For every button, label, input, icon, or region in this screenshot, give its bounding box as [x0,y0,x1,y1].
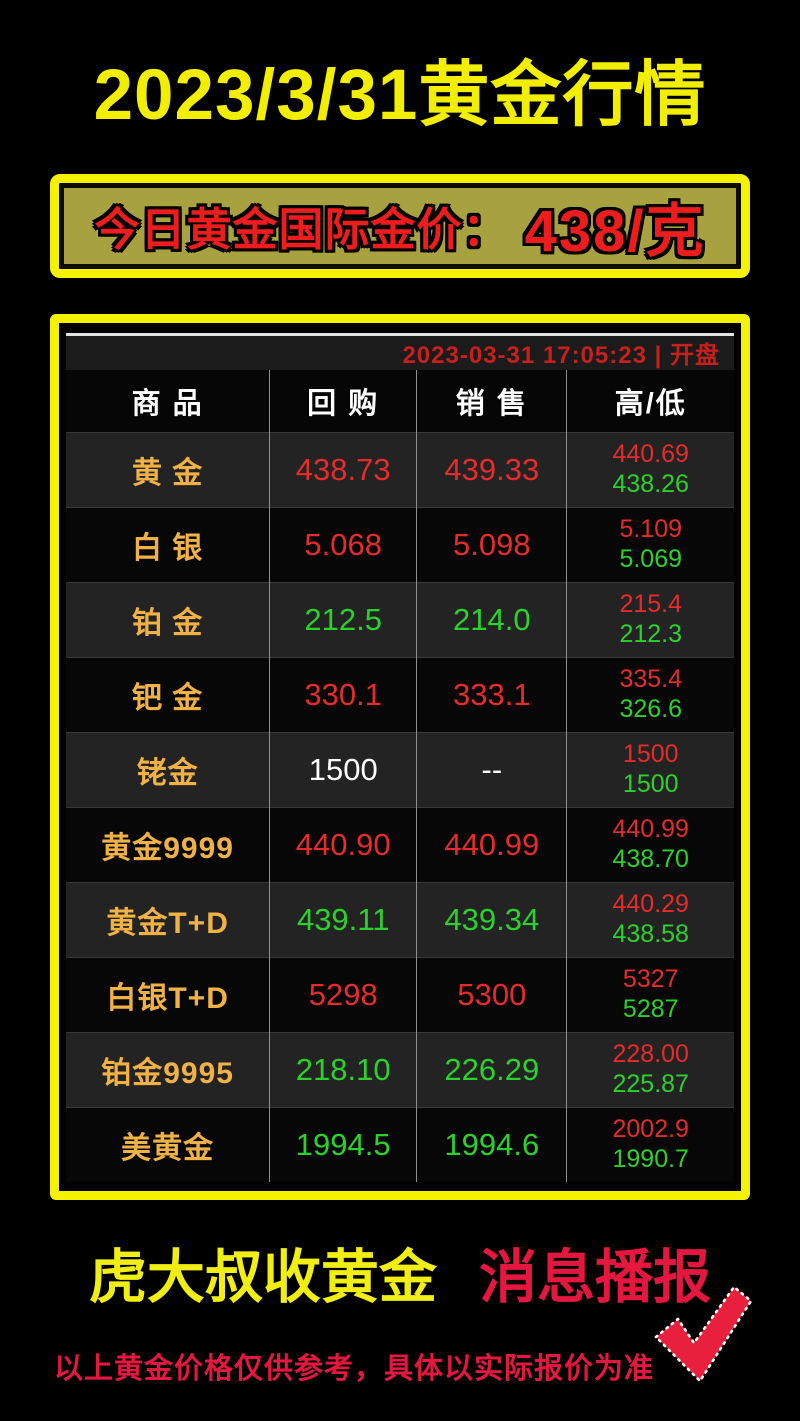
low-price: 5287 [622,994,679,1023]
buyback-price: 330.1 [269,656,417,733]
low-price: 438.58 [612,919,689,948]
broadcast-label: 消息播报 [479,1244,712,1310]
disclaimer-text: 以上黄金价格仅供参考，具体以实际报价为准 [53,1353,654,1386]
high-price: 335.4 [619,665,683,694]
sell-price: 226.29 [416,1031,567,1108]
high-low-cell: 1500 1500 [566,731,734,808]
column-header-product: 商 品 [66,369,270,433]
high-price: 228.00 [612,1040,689,1069]
high-price: 440.69 [612,440,689,469]
table-row: 美黄金 1994.5 1994.6 2002.9 1990.7 [66,1106,734,1182]
low-price: 5.069 [619,544,683,573]
sell-price: 439.34 [416,881,567,958]
buyback-price: 1994.5 [269,1106,417,1182]
table-row: 白银T+D 5298 5300 5327 5287 [66,956,734,1033]
high-price: 440.99 [612,815,689,844]
product-name: 美黄金 [66,1106,270,1182]
high-price: 1500 [622,740,679,769]
table-row: 钯 金 330.1 333.1 335.4 326.6 [66,656,734,733]
price-table-panel: 2023-03-31 17:05:23 | 开盘 商 品 回 购 销 售 高/低… [50,313,750,1200]
brand-name: 虎大叔收黄金 [88,1244,437,1310]
checkmark-icon [654,1285,753,1383]
low-price: 438.70 [612,844,689,873]
low-price: 1990.7 [612,1144,689,1173]
sell-price: 214.0 [416,581,567,658]
table-header-row: 商 品 回 购 销 售 高/低 [66,369,734,433]
product-name: 白 银 [66,506,270,583]
page-title: 2023/3/31黄金行情 [93,56,707,135]
product-name: 钯 金 [66,656,270,733]
low-price: 225.87 [612,1069,689,1098]
product-name: 铂金9995 [66,1031,270,1108]
table-row: 白 银 5.068 5.098 5.109 5.069 [66,506,734,583]
product-name: 铑金 [66,731,270,808]
high-price: 215.4 [619,590,683,619]
product-name: 黄 金 [66,431,270,508]
high-price: 440.29 [612,890,689,919]
sell-price: 439.33 [416,431,567,508]
buyback-price: 5298 [269,956,417,1033]
buyback-price: 438.73 [269,431,417,508]
banner-label: 今日黄金国际金价： [94,204,509,256]
price-table: 商 品 回 购 销 售 高/低 黄 金 438.73 439.33 440.69… [66,369,734,1182]
low-price: 212.3 [619,619,683,648]
sell-price: 440.99 [416,806,567,883]
table-row: 黄金T+D 439.11 439.34 440.29 438.58 [66,881,734,958]
high-low-cell: 335.4 326.6 [566,656,734,733]
table-row: 铂金9995 218.10 226.29 228.00 225.87 [66,1031,734,1108]
high-low-cell: 440.69 438.26 [566,431,734,508]
high-low-cell: 2002.9 1990.7 [566,1106,734,1182]
high-price: 5327 [622,965,679,994]
high-price: 2002.9 [612,1115,689,1144]
column-header-sell: 销 售 [416,369,567,433]
high-low-cell: 228.00 225.87 [566,1031,734,1108]
footer-slogan: 虎大叔收黄金 消息播报 [0,1244,800,1310]
sell-price: 5.098 [416,506,567,583]
quote-timestamp: 2023-03-31 17:05:23 | 开盘 [66,332,734,370]
buyback-price: 5.068 [269,506,417,583]
product-name: 黄金9999 [66,806,270,883]
high-low-cell: 5.109 5.069 [566,506,734,583]
high-low-cell: 5327 5287 [566,956,734,1033]
sell-price: 333.1 [416,656,567,733]
low-price: 1500 [622,769,679,798]
buyback-price: 212.5 [269,581,417,658]
low-price: 326.6 [619,694,683,723]
low-price: 438.26 [612,469,689,498]
intl-price-banner: 今日黄金国际金价： 438/克 [50,173,750,278]
sell-price: -- [416,731,567,808]
column-header-buyback: 回 购 [269,369,417,433]
table-row: 铂 金 212.5 214.0 215.4 212.3 [66,581,734,658]
table-row: 黄金9999 440.90 440.99 440.99 438.70 [66,806,734,883]
sell-price: 5300 [416,956,567,1033]
column-header-highlow: 高/低 [566,369,734,433]
table-row: 铑金 1500 -- 1500 1500 [66,731,734,808]
table-row: 黄 金 438.73 439.33 440.69 438.26 [66,431,734,508]
buyback-price: 439.11 [269,881,417,958]
high-low-cell: 215.4 212.3 [566,581,734,658]
buyback-price: 1500 [269,731,417,808]
high-low-cell: 440.29 438.58 [566,881,734,958]
product-name: 白银T+D [66,956,270,1033]
high-price: 5.109 [619,515,683,544]
high-low-cell: 440.99 438.70 [566,806,734,883]
product-name: 铂 金 [66,581,270,658]
buyback-price: 440.90 [269,806,417,883]
product-name: 黄金T+D [66,881,270,958]
buyback-price: 218.10 [269,1031,417,1108]
sell-price: 1994.6 [416,1106,567,1182]
banner-price-value: 438/克 [524,198,706,264]
